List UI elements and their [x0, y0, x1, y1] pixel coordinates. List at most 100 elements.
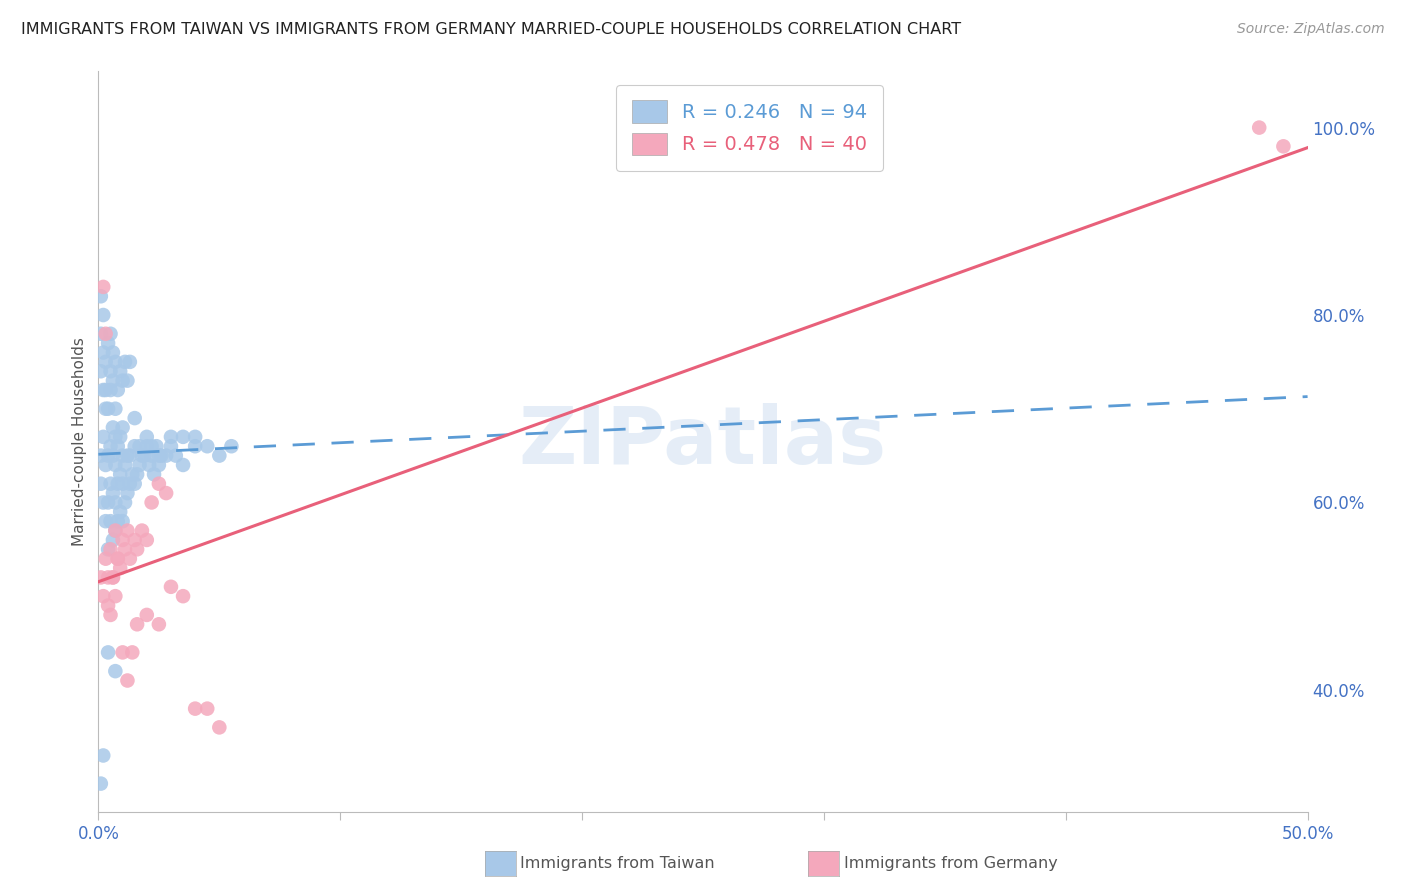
Point: [165, 449, 187, 463]
Point: [100, 383, 122, 397]
Point: [111, 420, 134, 434]
Point: [141, 495, 163, 509]
Point: [121, 645, 143, 659]
Point: [90, 326, 112, 341]
Point: [117, 673, 139, 688]
Point: [100, 476, 122, 491]
Point: [155, 449, 177, 463]
Point: [128, 439, 150, 453]
Point: [118, 449, 141, 463]
Point: [117, 524, 139, 538]
Point: [155, 486, 177, 500]
Point: [108, 505, 131, 519]
Point: [118, 551, 141, 566]
Text: Immigrants from Taiwan: Immigrants from Taiwan: [520, 856, 714, 871]
Point: [100, 326, 122, 341]
Point: [101, 374, 124, 388]
Point: [94, 401, 117, 416]
Text: Immigrants from Germany: Immigrants from Germany: [844, 856, 1057, 871]
Point: [1249, 120, 1271, 135]
Point: [208, 720, 231, 734]
Point: [127, 617, 149, 632]
Point: [90, 449, 112, 463]
Point: [97, 449, 120, 463]
Point: [148, 617, 170, 632]
Point: [124, 411, 146, 425]
Point: [91, 280, 114, 294]
Text: IMMIGRANTS FROM TAIWAN VS IMMIGRANTS FROM GERMANY MARRIED-COUPLE HOUSEHOLDS CORR: IMMIGRANTS FROM TAIWAN VS IMMIGRANTS FRO…: [21, 22, 962, 37]
Point: [97, 645, 120, 659]
Point: [91, 589, 114, 603]
Point: [114, 458, 136, 472]
Point: [94, 355, 117, 369]
Point: [127, 542, 149, 557]
Point: [104, 524, 127, 538]
Point: [100, 542, 122, 557]
Point: [94, 551, 117, 566]
Point: [90, 289, 112, 303]
Point: [90, 570, 112, 584]
Point: [101, 449, 124, 463]
Point: [145, 439, 167, 453]
Point: [111, 374, 134, 388]
Point: [94, 326, 117, 341]
Point: [101, 570, 124, 584]
Point: [107, 439, 129, 453]
Point: [91, 308, 114, 322]
Point: [108, 561, 131, 575]
Point: [114, 355, 136, 369]
Point: [195, 439, 218, 453]
Point: [100, 364, 122, 378]
Point: [150, 449, 173, 463]
Point: [100, 439, 122, 453]
Point: [91, 748, 114, 763]
Point: [91, 495, 114, 509]
Point: [148, 476, 170, 491]
Point: [195, 701, 218, 715]
Point: [160, 430, 183, 444]
Point: [118, 476, 141, 491]
Point: [100, 607, 122, 622]
Point: [104, 664, 127, 678]
Point: [94, 514, 117, 528]
Point: [135, 439, 157, 453]
Point: [141, 439, 163, 453]
Point: [97, 495, 120, 509]
Point: [148, 449, 170, 463]
Point: [160, 580, 183, 594]
Point: [97, 401, 120, 416]
Point: [114, 495, 136, 509]
Point: [131, 524, 153, 538]
Point: [108, 430, 131, 444]
Point: [124, 439, 146, 453]
Point: [100, 514, 122, 528]
Point: [135, 533, 157, 547]
Text: ZIPatlas: ZIPatlas: [519, 402, 887, 481]
Point: [143, 467, 166, 482]
Point: [172, 589, 194, 603]
Point: [138, 458, 160, 472]
Point: [97, 542, 120, 557]
Point: [97, 599, 120, 613]
Point: [114, 542, 136, 557]
Point: [128, 458, 150, 472]
Point: [104, 458, 127, 472]
Point: [104, 589, 127, 603]
Point: [135, 430, 157, 444]
Point: [101, 486, 124, 500]
Point: [91, 383, 114, 397]
Point: [111, 533, 134, 547]
Point: [141, 449, 163, 463]
Point: [124, 533, 146, 547]
Point: [160, 439, 183, 453]
Point: [127, 467, 149, 482]
Point: [104, 355, 127, 369]
Point: [111, 514, 134, 528]
Point: [118, 355, 141, 369]
Point: [107, 551, 129, 566]
Point: [91, 430, 114, 444]
Point: [135, 607, 157, 622]
Point: [111, 449, 134, 463]
Point: [94, 383, 117, 397]
Point: [90, 364, 112, 378]
